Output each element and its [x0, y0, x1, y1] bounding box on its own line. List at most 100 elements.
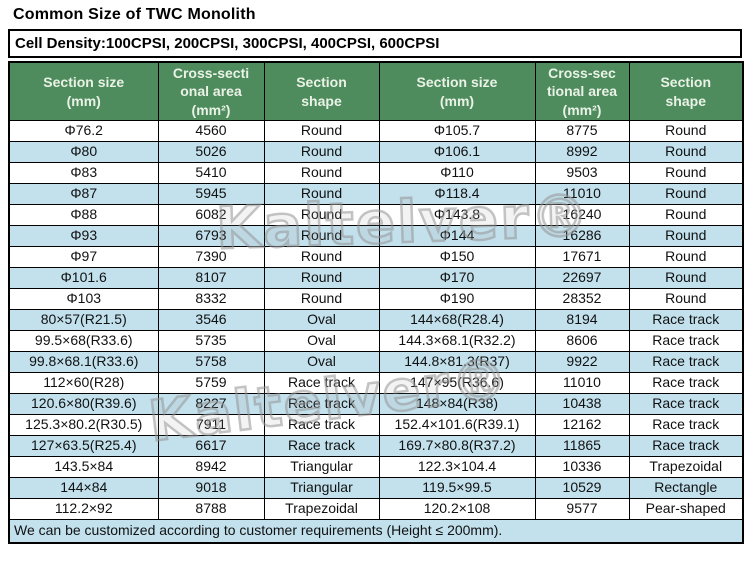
header-section-shape-right: Section shape	[628, 61, 744, 121]
table-cell: Φ143.8	[378, 204, 536, 226]
table-body: Φ76.2 4560 Round Φ105.7 8775 Round Φ80 5026 Roun…	[8, 120, 744, 520]
table-cell: 7390	[157, 246, 265, 268]
table-cell: Round	[628, 141, 744, 163]
table-cell: 99.5×68(R33.6)	[8, 330, 159, 352]
table-cell: Φ103	[8, 288, 159, 310]
table-cell: Round	[263, 267, 380, 289]
table-cell: 22697	[534, 267, 630, 289]
table-cell: 9577	[534, 498, 630, 520]
table-cell: 99.8×68.1(R33.6)	[8, 351, 159, 373]
table-cell: 8194	[534, 309, 630, 331]
table-cell: Φ110	[378, 162, 536, 184]
table-cell: Race track	[628, 372, 744, 394]
header-section-size-left: Section size (mm)	[8, 61, 159, 121]
header-cross-sectional-area-right: Cross-sec tional area (mm²)	[534, 61, 630, 121]
table-cell: 6617	[157, 435, 265, 457]
table-cell: 9018	[157, 477, 265, 499]
table-row: Φ88 6082 Round Φ143.8 16240 Round	[8, 204, 744, 226]
table-cell: Round	[628, 162, 744, 184]
table-cell: Triangular	[263, 477, 380, 499]
table-cell: Race track	[628, 330, 744, 352]
table-cell: 5759	[157, 372, 265, 394]
table-cell: 8775	[534, 120, 630, 142]
table-row: Φ101.6 8107 Round Φ170 22697 Round	[8, 267, 744, 289]
table-cell: Oval	[263, 351, 380, 373]
table-cell: Triangular	[263, 456, 380, 478]
table-cell: 28352	[534, 288, 630, 310]
table-cell: Φ106.1	[378, 141, 536, 163]
table-cell: 8788	[157, 498, 265, 520]
table-cell: Round	[263, 204, 380, 226]
table-row: 112×60(R28) 5759 Race track 147×95(R36.6) 11…	[8, 372, 744, 394]
table-cell: Rectangle	[628, 477, 744, 499]
table-cell: 147×95(R36.6)	[378, 372, 536, 394]
table-cell: 16286	[534, 225, 630, 247]
table-cell: Φ97	[8, 246, 159, 268]
table-cell: 11010	[534, 372, 630, 394]
table-cell: Race track	[263, 414, 380, 436]
table-cell: Oval	[263, 309, 380, 331]
table-cell: 5735	[157, 330, 265, 352]
table-cell: 4560	[157, 120, 265, 142]
table-cell: Round	[628, 183, 744, 205]
table-cell: Φ87	[8, 183, 159, 205]
table-cell: 120.6×80(R39.6)	[8, 393, 159, 415]
table-cell: 80×57(R21.5)	[8, 309, 159, 331]
table-cell: 144×84	[8, 477, 159, 499]
table-cell: 144×68(R28.4)	[378, 309, 536, 331]
monolith-size-table: Section size (mm) Cross-secti onal area …	[8, 61, 744, 544]
table-row: Φ87 5945 Round Φ118.4 11010 Round	[8, 183, 744, 205]
table-cell: 8227	[157, 393, 265, 415]
table-cell: 9503	[534, 162, 630, 184]
table-cell: 11010	[534, 183, 630, 205]
table-cell: Φ170	[378, 267, 536, 289]
table-cell: Round	[628, 225, 744, 247]
table-cell: Round	[628, 120, 744, 142]
table-cell: 10529	[534, 477, 630, 499]
table-cell: 5945	[157, 183, 265, 205]
table-cell: 12162	[534, 414, 630, 436]
table-row: 143.5×84 8942 Triangular 122.3×104.4 10336 Tr…	[8, 456, 744, 478]
table-cell: 125.3×80.2(R30.5)	[8, 414, 159, 436]
table-cell: 152.4×101.6(R39.1)	[378, 414, 536, 436]
table-cell: 8992	[534, 141, 630, 163]
table-cell: Φ88	[8, 204, 159, 226]
table-cell: 112×60(R28)	[8, 372, 159, 394]
header-cross-sectional-area-left: Cross-secti onal area (mm²)	[157, 61, 265, 121]
table-row: 144×84 9018 Triangular 119.5×99.5 10529 Recta…	[8, 477, 744, 499]
table-cell: Φ118.4	[378, 183, 536, 205]
table-cell: 5758	[157, 351, 265, 373]
table-cell: 8606	[534, 330, 630, 352]
table-cell: Round	[263, 183, 380, 205]
table-cell: Trapezoidal	[263, 498, 380, 520]
table-cell: 143.5×84	[8, 456, 159, 478]
table-cell: Pear-shaped	[628, 498, 744, 520]
table-cell: Φ80	[8, 141, 159, 163]
table-cell: Race track	[628, 351, 744, 373]
table-row: Φ103 8332 Round Φ190 28352 Round	[8, 288, 744, 310]
table-cell: Round	[263, 246, 380, 268]
table-note: We can be customized according to custom…	[8, 519, 744, 544]
table-cell: Race track	[628, 414, 744, 436]
table-cell: Round	[628, 246, 744, 268]
table-cell: 119.5×99.5	[378, 477, 536, 499]
table-cell: 9922	[534, 351, 630, 373]
table-cell: 10438	[534, 393, 630, 415]
table-row: 99.5×68(R33.6) 5735 Oval 144.3×68.1(R32.2) 8…	[8, 330, 744, 352]
page-title: Common Size of TWC Monolith	[13, 6, 256, 23]
note-row: We can be customized according to custom…	[8, 519, 744, 544]
table-cell: 3546	[157, 309, 265, 331]
table-cell: 8942	[157, 456, 265, 478]
cell-density-banner: Cell Density:100CPSI, 200CPSI, 300CPSI, …	[8, 29, 742, 58]
table-cell: 16240	[534, 204, 630, 226]
table-cell: 120.2×108	[378, 498, 536, 520]
table-row: Φ93 6793 Round Φ144 16286 Round	[8, 225, 744, 247]
table-cell: Race track	[628, 309, 744, 331]
table-row: 125.3×80.2(R30.5) 7911 Race track 152.4×101…	[8, 414, 744, 436]
table-row: Φ97 7390 Round Φ150 17671 Round	[8, 246, 744, 268]
table-cell: Φ101.6	[8, 267, 159, 289]
table-cell: Φ144	[378, 225, 536, 247]
table-cell: 122.3×104.4	[378, 456, 536, 478]
table-row: 112.2×92 8788 Trapezoidal 120.2×108 9577 Pear…	[8, 498, 744, 520]
table-row: Φ80 5026 Round Φ106.1 8992 Round	[8, 141, 744, 163]
